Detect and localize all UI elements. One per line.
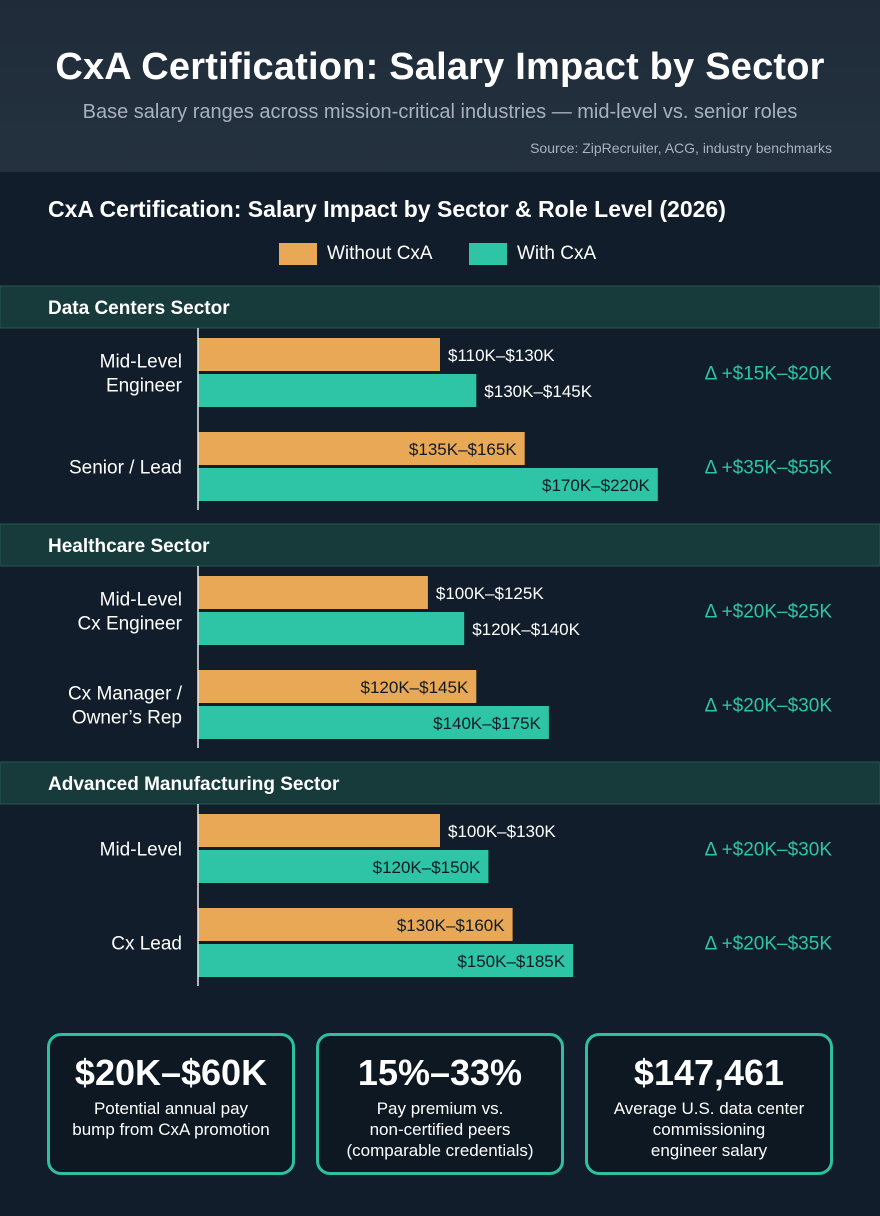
- role-label: Mid-Level: [100, 590, 182, 611]
- bar-without: [198, 432, 525, 465]
- stat-card-pay-bump: $20K–$60K Potential annual pay bump from…: [47, 1033, 295, 1175]
- stat-desc-line: commissioning: [652, 1120, 766, 1139]
- sector-label: Healthcare Sector: [48, 536, 210, 557]
- sector-label: Data Centers Sector: [48, 298, 230, 319]
- header-banner: CxA Certification: Salary Impact by Sect…: [0, 0, 880, 172]
- bar-without: [198, 814, 440, 847]
- stat-value: 15%–33%: [357, 1052, 523, 1093]
- bar-without: [198, 338, 440, 371]
- bar-with: [198, 612, 465, 645]
- bar-label-without: $110K–$130K: [448, 346, 555, 365]
- bar-without: [198, 576, 428, 609]
- bar-label-with: $150K–$185K: [457, 952, 565, 971]
- chart-legend: Without CxA With CxA: [0, 242, 880, 266]
- role-label: Mid-Level: [100, 352, 182, 373]
- bar-label-without: $135K–$165K: [409, 440, 517, 459]
- chart-title: CxA Certification: Salary Impact by Sect…: [48, 196, 726, 222]
- delta-label: Δ +$15K–$20K: [705, 364, 833, 385]
- stat-desc-line: Pay premium vs.: [376, 1099, 504, 1118]
- sector-band: [0, 285, 880, 329]
- stat-desc-line: (comparable credentials): [346, 1141, 534, 1160]
- salary-bar-chart: Data Centers Sector $110K–$130K $130K–$145…: [0, 285, 880, 986]
- bar-label-without: $100K–$125K: [436, 584, 544, 603]
- bar-label-without: $120K–$145K: [361, 678, 469, 697]
- role-label: Cx Engineer: [77, 614, 182, 635]
- bar-with: [198, 944, 574, 977]
- stat-desc-line: engineer salary: [650, 1141, 768, 1160]
- role-label: Engineer: [106, 376, 183, 397]
- stat-desc-line: Potential annual pay: [93, 1099, 249, 1118]
- bar-without: [198, 670, 477, 703]
- stat-description: Pay premium vs. non-certified peers (com…: [319, 1098, 561, 1161]
- stat-card-pay-premium: 15%–33% Pay premium vs. non-certified pe…: [316, 1033, 564, 1175]
- bar-label-without: $130K–$160K: [397, 916, 505, 935]
- legend-label-without: Without CxA: [327, 243, 433, 264]
- stat-desc-line: Average U.S. data center: [613, 1099, 805, 1118]
- stat-card-average-salary: $147,461 Average U.S. data center commis…: [585, 1033, 833, 1175]
- stat-value: $147,461: [633, 1052, 785, 1093]
- sector-label: Advanced Manufacturing Sector: [48, 774, 340, 795]
- bar-label-with: $170K–$220K: [542, 476, 650, 495]
- stat-desc-line: bump from CxA promotion: [72, 1120, 270, 1139]
- legend-swatch-with: [469, 243, 507, 265]
- bar-label-with: $120K–$150K: [373, 858, 481, 877]
- bar-with: [198, 468, 658, 501]
- legend-label-with: With CxA: [517, 243, 597, 264]
- stat-description: Average U.S. data center commissioning e…: [588, 1098, 830, 1161]
- bar-with: [198, 374, 477, 407]
- source-note: Source: ZipRecruiter, ACG, industry benc…: [530, 140, 832, 156]
- role-label: Mid-Level: [100, 840, 182, 861]
- legend-item-with: With CxA: [469, 242, 596, 266]
- delta-label: Δ +$35K–$55K: [705, 458, 833, 479]
- bar-label-with: $140K–$175K: [433, 714, 541, 733]
- stat-description: Potential annual pay bump from CxA promo…: [50, 1098, 292, 1140]
- sector-band: [0, 761, 880, 805]
- delta-label: Δ +$20K–$25K: [705, 602, 833, 623]
- page-title: CxA Certification: Salary Impact by Sect…: [55, 46, 825, 88]
- role-label: Senior / Lead: [69, 458, 182, 479]
- delta-label: Δ +$20K–$30K: [705, 696, 833, 717]
- delta-label: Δ +$20K–$35K: [705, 934, 833, 955]
- legend-item-without: Without CxA: [279, 242, 433, 266]
- bar-label-with: $120K–$140K: [472, 620, 580, 639]
- role-label: Cx Lead: [111, 934, 182, 955]
- sector-band: [0, 523, 880, 567]
- bar-with: [198, 850, 489, 883]
- delta-label: Δ +$20K–$30K: [705, 840, 833, 861]
- legend-swatch-without: [279, 243, 317, 265]
- bar-label-without: $100K–$130K: [448, 822, 556, 841]
- role-label: Owner’s Rep: [72, 708, 182, 729]
- bar-with: [198, 706, 549, 739]
- bar-without: [198, 908, 513, 941]
- stat-value: $20K–$60K: [74, 1052, 268, 1093]
- page-subtitle: Base salary ranges across mission-critic…: [82, 101, 798, 123]
- bar-label-with: $130K–$145K: [484, 382, 592, 401]
- role-label: Cx Manager /: [68, 684, 183, 705]
- stat-desc-line: non-certified peers: [369, 1120, 511, 1139]
